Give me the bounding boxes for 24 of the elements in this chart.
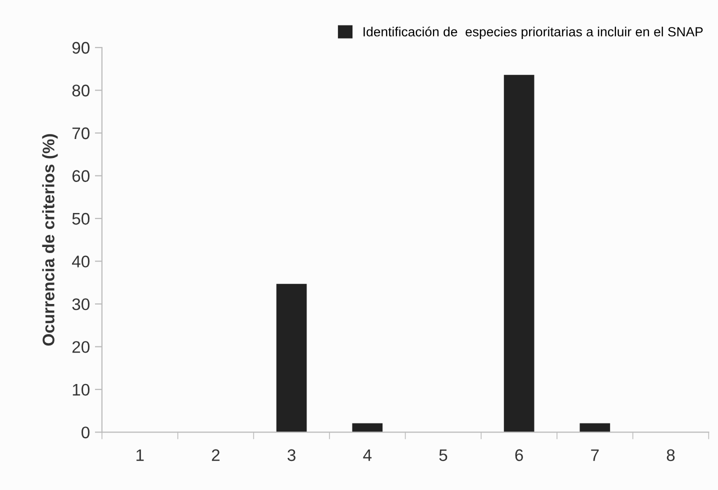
x-tick-label: 8 — [666, 449, 675, 462]
x-tick-label: 5 — [439, 449, 448, 462]
x-tick-label: 2 — [212, 449, 220, 461]
bar — [276, 284, 307, 432]
y-tick-label: 30 — [72, 298, 90, 310]
bar — [580, 423, 610, 432]
y-tick-label: 50 — [72, 212, 90, 225]
legend-label: Identificación de especies prioritarias a incluir en el SNAP — [364, 26, 703, 40]
x-tick-label: 3 — [288, 449, 296, 462]
y-tick-label: 80 — [72, 84, 90, 96]
y-tick-label: 70 — [72, 127, 90, 140]
y-tick-label: 40 — [72, 256, 90, 268]
x-tick-label: 4 — [363, 449, 372, 461]
y-tick-label: 0 — [82, 426, 90, 438]
x-tick-label: 7 — [591, 449, 599, 461]
bar — [352, 423, 383, 432]
y-axis-title: Ocurrencia de criterios (%) — [42, 134, 58, 346]
y-tick-label: 60 — [72, 170, 90, 182]
x-tick-label: 6 — [515, 449, 523, 462]
bar — [504, 74, 534, 432]
y-tick-label: 90 — [72, 42, 90, 54]
y-tick-label: 20 — [72, 341, 90, 353]
x-tick-label: 1 — [136, 449, 144, 461]
y-tick-label: 10 — [72, 384, 90, 396]
